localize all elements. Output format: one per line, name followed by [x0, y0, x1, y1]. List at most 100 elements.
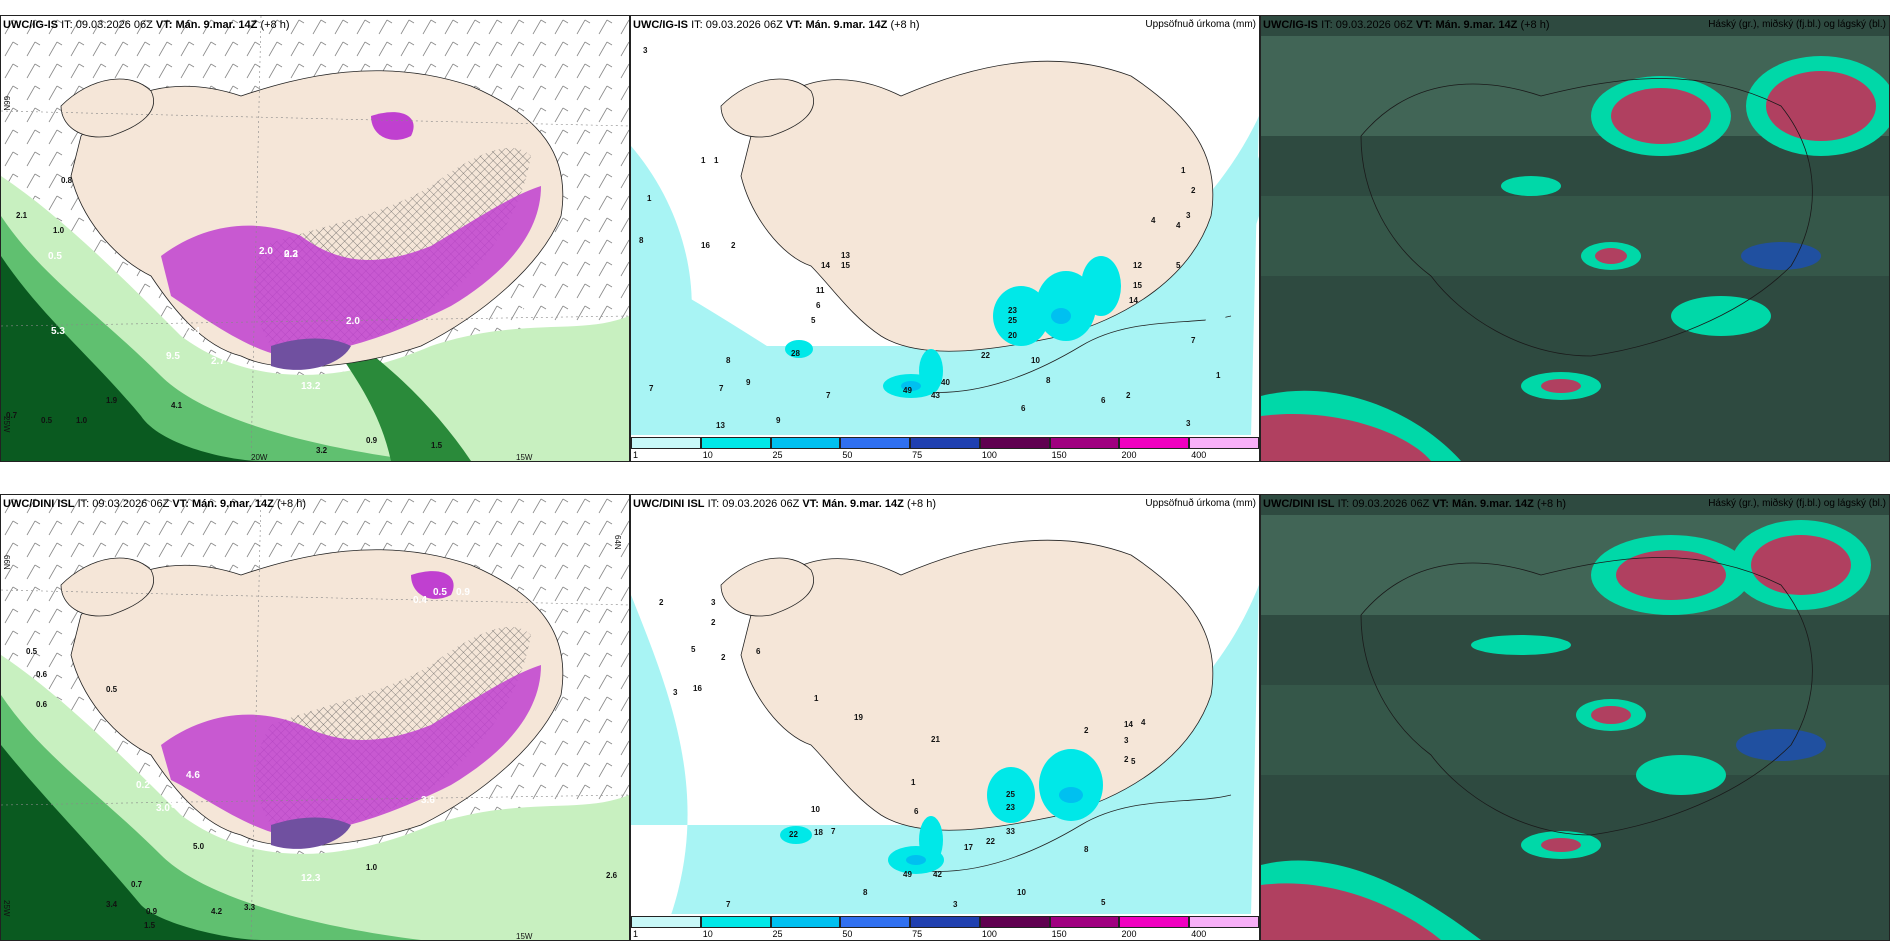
map-value-label: 1.0: [366, 863, 378, 872]
map-value-label: 4.2: [211, 907, 223, 916]
colorbar-tick: 50: [842, 450, 853, 460]
map-value-label: 18: [814, 828, 823, 837]
map-value-label: 3.2: [171, 800, 185, 811]
map-value-label: 13.2: [301, 381, 321, 392]
precip-colorbar: 1 10 25 50 75 100 150 200 400: [631, 914, 1259, 940]
panel-header: UWC/IG-IS IT: 09.03.2026 06Z VT: Mán. 9.…: [1263, 19, 1550, 31]
map-value-label: 0.4: [413, 595, 427, 606]
lat-label: 66N: [2, 555, 11, 570]
colorbar-tick: 50: [842, 929, 853, 939]
lon-label: 15W: [516, 932, 533, 941]
map-value-label: 1: [911, 778, 916, 787]
map-value-label: 3: [673, 688, 678, 697]
colorbar-swatch: [979, 916, 1050, 928]
map-value-label: 49: [903, 870, 912, 879]
map-value-label: 7: [726, 900, 731, 909]
map-value-label: 1.0: [53, 226, 65, 235]
colorbar-tick: 400: [1191, 450, 1207, 460]
colorbar-tick: 400: [1191, 929, 1207, 939]
map-value-label: 2: [1191, 186, 1196, 195]
map-value-label: 1.0: [76, 416, 88, 425]
lat-label: 64N: [613, 535, 622, 550]
map-value-label: 5.0: [193, 842, 205, 851]
cloud-layers-map: [1261, 16, 1889, 461]
map-value-label: 12.3: [301, 873, 321, 884]
map-value-label: 15: [841, 261, 850, 270]
map-value-label: 0.8: [61, 176, 73, 185]
map-value-label: 10: [1031, 356, 1040, 365]
map-value-label: 5: [1131, 757, 1136, 766]
panel-title: Háský (gr.), miðský (fj.bl.) og lágský (…: [1708, 19, 1886, 30]
map-value-label: 3.3: [244, 903, 256, 912]
map-panel-igis-precip-type: UWC/IG-IS IT: 09.03.2026 06Z VT: Mán. 9.…: [0, 15, 630, 462]
precip-type-map: [1, 495, 629, 940]
colorbar-swatch: [700, 437, 771, 449]
map-value-label: 3: [643, 46, 648, 55]
map-value-label: 0.5: [26, 647, 38, 656]
map-value-label: 2.2: [284, 249, 298, 260]
colorbar-swatch: [1189, 916, 1259, 928]
map-value-label: 16: [693, 684, 702, 693]
colorbar-tick: 100: [981, 450, 997, 460]
map-value-label: 9.5: [166, 351, 180, 362]
map-value-label: 0.2: [136, 780, 150, 791]
panel-title: Uppsöfnuð úrkoma (mm): [1145, 498, 1256, 509]
map-value-label: 13: [716, 421, 725, 430]
map-value-label: 4.6: [186, 770, 200, 781]
map-value-label: 33: [1006, 827, 1015, 836]
map-value-label: 1.9: [106, 396, 118, 405]
colorbar-swatch: [1119, 916, 1190, 928]
map-value-label: 2.6: [606, 871, 618, 880]
lon-label: 20W: [251, 453, 268, 462]
map-value-label: 0.5: [521, 306, 535, 317]
map-value-label: 11: [816, 286, 825, 295]
colorbar-tick: 200: [1121, 929, 1137, 939]
map-value-label: 1: [1181, 166, 1186, 175]
colorbar-tick: 1: [633, 929, 639, 939]
map-value-label: 2.4: [186, 326, 200, 337]
map-panel-igis-clouds: UWC/IG-IS IT: 09.03.2026 06Z VT: Mán. 9.…: [1260, 15, 1890, 462]
map-value-label: 4: [1176, 221, 1181, 230]
map-value-label: 3: [1186, 419, 1191, 428]
map-panel-dini-clouds: UWC/DINI ISL IT: 09.03.2026 06Z VT: Mán.…: [1260, 494, 1890, 941]
map-value-label: 6: [1101, 396, 1106, 405]
map-value-label: 12: [1133, 261, 1142, 270]
map-value-label: 9: [776, 416, 781, 425]
map-value-label: 3: [711, 598, 716, 607]
map-value-label: 1: [647, 194, 652, 203]
panel-header: UWC/DINI ISL IT: 09.03.2026 06Z VT: Mán.…: [1263, 498, 1566, 510]
map-value-label: 49: [903, 386, 912, 395]
lon-label: 25W: [2, 900, 11, 917]
map-value-label: 10: [1017, 888, 1026, 897]
map-value-label: 40: [941, 378, 950, 387]
map-value-label: 22: [789, 830, 798, 839]
lon-label: 15W: [516, 453, 533, 462]
panel-header: UWC/DINI ISL IT: 09.03.2026 06Z VT: Mán.…: [633, 498, 936, 510]
lon-label: 25W: [2, 416, 11, 433]
map-value-label: 7: [649, 384, 654, 393]
map-value-label: 6: [816, 301, 821, 310]
colorbar-swatch: [910, 437, 980, 449]
colorbar-swatch: [770, 437, 841, 449]
panel-header: UWC/IG-IS IT: 09.03.2026 06Z VT: Mán. 9.…: [633, 19, 920, 31]
colorbar-tick: 150: [1051, 929, 1067, 939]
map-value-label: 5.3: [51, 326, 65, 337]
panel-title: Háský (gr.), miðský (fj.bl.) og lágský (…: [1708, 498, 1886, 509]
map-value-label: 1.5: [144, 921, 156, 930]
colorbar-tick: 10: [702, 929, 713, 939]
map-value-label: 8: [1046, 376, 1051, 385]
map-value-label: 25: [1008, 316, 1017, 325]
map-value-label: 23: [1006, 803, 1015, 812]
map-value-label: 0.7: [131, 880, 143, 889]
map-value-label: 4.1: [171, 401, 183, 410]
map-value-label: 3.0: [156, 803, 170, 814]
map-value-label: 8: [863, 888, 868, 897]
colorbar-swatch: [700, 916, 771, 928]
map-value-label: 0.5: [433, 587, 447, 598]
colorbar-tick: 25: [772, 929, 783, 939]
map-value-label: 13: [841, 251, 850, 260]
map-value-label: 21: [931, 735, 940, 744]
map-value-label: 25: [1006, 790, 1015, 799]
map-value-label: 2: [1124, 755, 1129, 764]
map-value-label: 22: [981, 351, 990, 360]
